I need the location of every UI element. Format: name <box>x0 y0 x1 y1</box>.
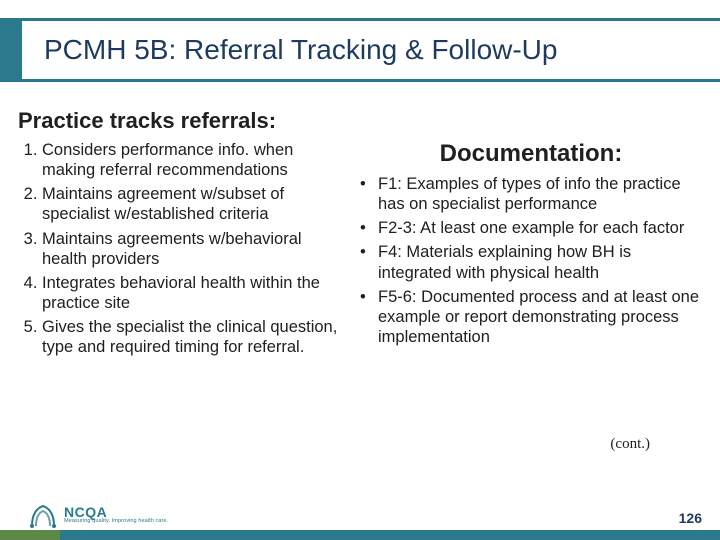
numbered-list: Considers performance info. when making … <box>18 140 348 357</box>
page-number: 126 <box>679 510 702 526</box>
slide-title: PCMH 5B: Referral Tracking & Follow-Up <box>44 34 557 66</box>
list-item: F5-6: Documented process and at least on… <box>360 287 702 347</box>
right-column: Documentation: F1: Examples of types of … <box>354 140 702 361</box>
list-item: Maintains agreements w/behavioral health… <box>42 229 348 269</box>
logo-mark-icon <box>28 500 58 530</box>
continuation-note: (cont.) <box>610 436 650 453</box>
logo-text: NCQA Measuring quality. Improving health… <box>64 505 168 525</box>
ncqa-logo: NCQA Measuring quality. Improving health… <box>28 500 168 530</box>
bulleted-list: F1: Examples of types of info the practi… <box>360 174 702 347</box>
content-columns: Considers performance info. when making … <box>18 140 702 361</box>
list-item: Maintains agreement w/subset of speciali… <box>42 184 348 224</box>
logo-main: NCQA <box>64 505 168 519</box>
list-item: Integrates behavioral health within the … <box>42 273 348 313</box>
list-item: F1: Examples of types of info the practi… <box>360 174 702 214</box>
list-item: F2-3: At least one example for each fact… <box>360 218 702 238</box>
slide: PCMH 5B: Referral Tracking & Follow-Up P… <box>0 0 720 540</box>
list-item: F4: Materials explaining how BH is integ… <box>360 242 702 282</box>
footer-stripe-accent <box>0 530 60 540</box>
footer: NCQA Measuring quality. Improving health… <box>0 486 720 540</box>
footer-stripe-main <box>0 530 720 540</box>
title-band: PCMH 5B: Referral Tracking & Follow-Up <box>0 18 720 82</box>
list-item: Considers performance info. when making … <box>42 140 348 180</box>
logo-sub: Measuring quality. Improving health care… <box>64 519 168 525</box>
section-heading: Practice tracks referrals: <box>18 108 276 134</box>
left-column: Considers performance info. when making … <box>18 140 354 361</box>
list-item: Gives the specialist the clinical questi… <box>42 317 348 357</box>
documentation-heading: Documentation: <box>360 140 702 168</box>
